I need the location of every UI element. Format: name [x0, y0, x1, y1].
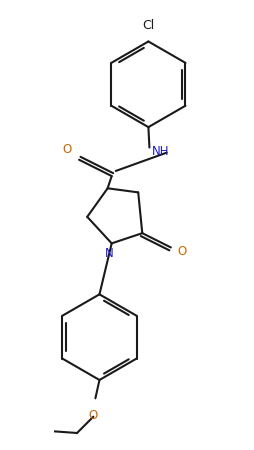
Text: Cl: Cl [142, 19, 154, 32]
Text: NH: NH [151, 145, 168, 158]
Text: O: O [62, 143, 72, 156]
Text: O: O [176, 245, 185, 258]
Text: N: N [105, 248, 114, 261]
Text: O: O [88, 409, 98, 422]
